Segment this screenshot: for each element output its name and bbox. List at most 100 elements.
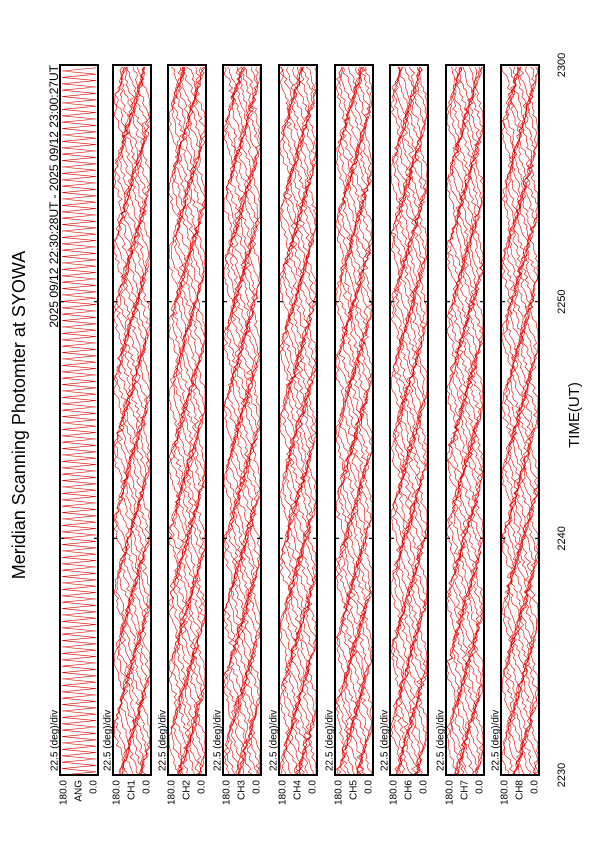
axis-bottom-label: 0.0 [364, 780, 375, 794]
axis-top-label: 180.0 [500, 780, 511, 805]
axis-bottom-label: 0.0 [308, 780, 319, 794]
trace [113, 66, 129, 776]
axis-bottom-label: 0.0 [89, 780, 100, 794]
axis-bottom-label: 0.0 [252, 780, 263, 794]
panel-frame [222, 64, 262, 776]
axis-bottom-label: 0.0 [419, 780, 430, 794]
trace [133, 66, 150, 776]
axis-top-label: 180.0 [278, 780, 289, 805]
trace [233, 66, 249, 776]
trace [411, 66, 426, 776]
panel-frame [500, 64, 540, 776]
trace [358, 66, 373, 776]
trace [527, 67, 539, 776]
panel-name: CH5 [349, 780, 360, 800]
axis-bottom-label: 0.0 [475, 780, 486, 794]
trace [174, 66, 190, 776]
trace [125, 66, 142, 776]
trace [192, 66, 206, 776]
trace [136, 66, 151, 776]
trace [132, 66, 148, 776]
trace [182, 66, 197, 776]
axis-bottom-label: 0.0 [197, 780, 208, 794]
panel-frame [278, 64, 318, 776]
trace [451, 66, 467, 776]
trace [392, 66, 408, 776]
panel-name: CH7 [460, 780, 471, 800]
trace [290, 66, 306, 776]
panel-name: CH6 [404, 780, 415, 800]
scale-label: 22.5 (deg)/div [380, 710, 391, 771]
axis-top-label: 180.0 [59, 780, 70, 805]
axis-top-label: 180.0 [445, 780, 456, 805]
trace [292, 66, 308, 776]
trace [390, 66, 406, 776]
trace [241, 66, 258, 776]
trace [223, 66, 239, 776]
trace [405, 66, 422, 776]
panel-frame [334, 64, 374, 776]
trace [116, 66, 131, 776]
subtitle: 2025 09/12 22:30:28UT - 2025 09/12 23:00… [47, 64, 61, 327]
trace [120, 66, 136, 776]
trace [456, 66, 473, 776]
scale-label: 22.5 (deg)/div [325, 710, 336, 771]
trace [223, 66, 236, 776]
trace [414, 66, 428, 776]
trace [470, 66, 484, 776]
trace [506, 66, 523, 776]
panel-frame [445, 64, 485, 776]
scale-label: 22.5 (deg)/div [50, 710, 61, 771]
trace [228, 66, 244, 776]
axis-top-label: 180.0 [112, 780, 123, 805]
trace [236, 66, 252, 776]
panel-name: ANG [74, 780, 85, 802]
axis-top-label: 180.0 [334, 780, 345, 805]
panel-frame [167, 64, 207, 776]
scale-label: 22.5 (deg)/div [103, 710, 114, 771]
trace [61, 67, 97, 776]
trace [454, 66, 469, 776]
trace [244, 66, 260, 776]
panel-name: CH3 [237, 780, 248, 800]
trace [138, 66, 151, 776]
trace [446, 66, 460, 776]
scale-label: 22.5 (deg)/div [269, 710, 280, 771]
trace [193, 66, 206, 776]
panel-frame [59, 64, 99, 776]
trace [340, 66, 356, 776]
axis-bottom-label: 0.0 [530, 780, 541, 794]
trace [501, 67, 515, 776]
panel-name: CH8 [515, 780, 526, 800]
trace [178, 66, 194, 776]
rotated-chart: Meridian Scanning Photomter at SYOWA 202… [9, 53, 583, 805]
trace [118, 66, 134, 776]
trace [335, 66, 351, 776]
x-tick-label: 2240 [556, 526, 568, 550]
trace [504, 66, 520, 776]
trace [175, 66, 192, 776]
trace [356, 66, 372, 776]
trace [519, 66, 535, 776]
trace [446, 66, 462, 776]
axis-top-label: 180.0 [222, 780, 233, 805]
x-tick-label: 2250 [556, 289, 568, 313]
trace [461, 66, 478, 776]
panel-name: CH4 [293, 780, 304, 800]
axis-top-label: 180.0 [389, 780, 400, 805]
trace [515, 66, 530, 776]
panel-frame [389, 64, 429, 776]
panel-frame [112, 64, 152, 776]
panel-name: CH1 [127, 780, 138, 800]
panel-name: CH2 [182, 780, 193, 800]
x-axis-label: TIME(UT) [566, 382, 583, 448]
axis-bottom-label: 0.0 [142, 780, 153, 794]
trace [232, 66, 247, 776]
trace [123, 66, 139, 776]
trace [280, 66, 295, 776]
scale-label: 22.5 (deg)/div [213, 710, 224, 771]
trace [449, 66, 464, 776]
trace [281, 66, 298, 776]
trace [408, 66, 424, 776]
